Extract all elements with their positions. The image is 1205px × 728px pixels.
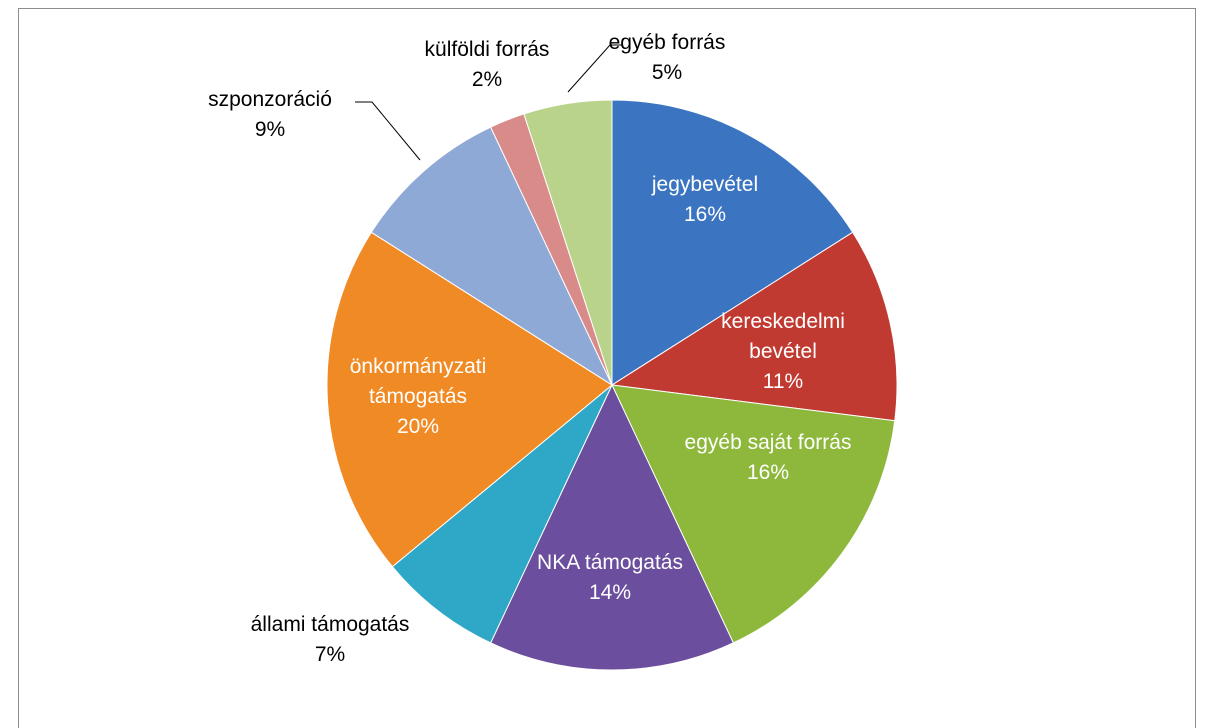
value-label: 20%	[396, 415, 440, 438]
category-label: jegybevétel	[651, 173, 759, 196]
slice-label: külföldi forrás 2%	[425, 35, 550, 95]
value-label: 11%	[762, 370, 804, 393]
category-label: kereskedelmi bevétel	[721, 310, 845, 363]
value-label: 14%	[588, 581, 632, 604]
pie-slice	[326, 231, 613, 568]
pie-slice	[611, 384, 896, 644]
chart-frame	[18, 8, 1196, 728]
value-label: 16%	[683, 203, 727, 226]
value-label: 16%	[746, 461, 790, 484]
leader-line	[567, 44, 622, 93]
category-label: NKA támogatás	[537, 551, 683, 574]
value-label: 5%	[651, 61, 683, 84]
slice-label: önkormányzati támogatás 20%	[333, 352, 503, 442]
slice-label: szponzoráció 9%	[208, 85, 332, 145]
slice-label: jegybevétel 16%	[652, 170, 758, 230]
slice-label: állami támogatás 7%	[251, 610, 410, 670]
category-label: egyéb saját forrás	[684, 431, 852, 454]
slice-label: egyéb forrás 5%	[609, 28, 726, 88]
category-label: önkormányzati támogatás	[349, 355, 487, 408]
pie-slice	[610, 231, 898, 422]
leader-line	[355, 101, 421, 161]
pie-slice	[370, 126, 614, 387]
category-label: szponzoráció	[208, 88, 332, 111]
value-label: 9%	[254, 118, 286, 141]
pie-slice	[523, 99, 613, 386]
slice-label: NKA támogatás 14%	[537, 548, 683, 608]
category-label: állami támogatás	[250, 613, 410, 636]
slice-label: egyéb saját forrás 16%	[685, 428, 852, 488]
pie-slice	[489, 383, 735, 671]
pie-slice	[611, 99, 854, 386]
value-label: 7%	[314, 643, 346, 666]
category-label: külföldi forrás	[424, 38, 550, 61]
category-label: egyéb forrás	[608, 31, 726, 54]
pie-slice	[391, 384, 613, 644]
value-label: 2%	[471, 68, 503, 91]
slice-label: kereskedelmi bevétel 11%	[708, 307, 858, 397]
